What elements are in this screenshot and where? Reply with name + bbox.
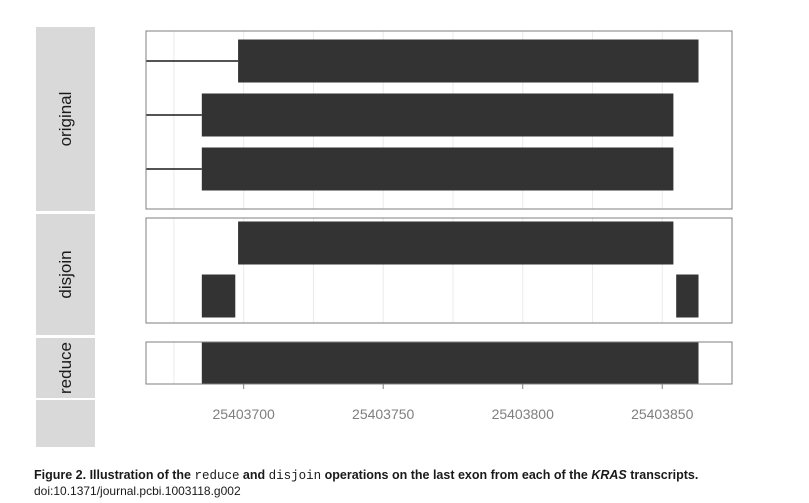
range-bar [201, 147, 674, 191]
panel-border [145, 217, 733, 324]
range-bar [238, 221, 674, 265]
panel-reduce [145, 341, 733, 385]
caption-mid1: and [239, 468, 269, 482]
doi-link[interactable]: doi:10.1371/journal.pcbi.1003118.g002 [34, 484, 241, 498]
caption-gene: KRAS [591, 468, 627, 482]
caption-prefix: Figure 2. Illustration of the [34, 468, 195, 482]
strip-label-reduce: reduce [56, 342, 75, 394]
range-bar [201, 93, 674, 137]
range-bar [201, 274, 236, 318]
strip-label-original: original [56, 92, 75, 147]
range-bar [201, 342, 699, 384]
strip-original [36, 27, 95, 211]
panel-original [145, 30, 733, 210]
panel-disjoin [145, 217, 733, 324]
caption-suffix: transcripts. [626, 468, 699, 482]
figure-caption: Figure 2. Illustration of the reduce and… [34, 467, 804, 484]
x-tick-label: 25403800 [492, 406, 555, 422]
panel-border [145, 30, 733, 210]
x-tick-label: 25403750 [352, 406, 415, 422]
caption-code-disjoin: disjoin [268, 469, 322, 483]
range-bar [676, 274, 699, 318]
range-bar [238, 39, 699, 83]
caption-mid2: operations on the last exon from each of… [321, 468, 592, 482]
strip-empty [36, 400, 95, 447]
strip-label-disjoin: disjoin [56, 250, 75, 298]
x-tick-label: 25403850 [631, 406, 694, 422]
strip-reduce [36, 338, 95, 398]
range-chart: original disjoin reduce 25403700 25403750 254… [36, 27, 733, 447]
caption-code-reduce: reduce [194, 469, 240, 483]
strip-disjoin [36, 214, 95, 335]
panel-border [145, 341, 733, 385]
x-tick-label: 25403700 [213, 406, 276, 422]
